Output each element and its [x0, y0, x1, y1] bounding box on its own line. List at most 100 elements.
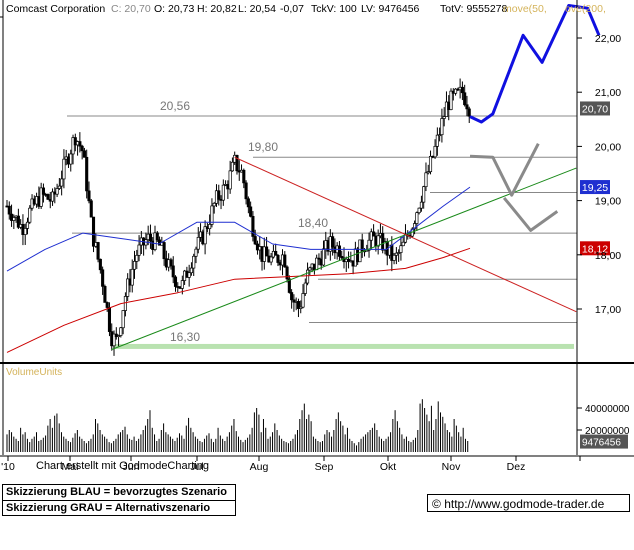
candle-body	[376, 235, 380, 247]
candle-body	[169, 259, 173, 267]
candle-body	[171, 265, 175, 278]
support-resistance-levels: 20,56 19,80 18,40 16,30	[67, 99, 577, 349]
legend-gray-scenario: Skizzierung GRAU = Alternativszenario	[3, 500, 235, 516]
header-low: L: 20,54	[238, 3, 276, 15]
level-label: 19,80	[248, 140, 278, 154]
y-tick-label: 18,00	[595, 250, 621, 262]
header-close: C: 20,70	[111, 3, 151, 15]
candle-body	[71, 137, 75, 155]
candle-body	[23, 228, 27, 235]
x-tick-label: Sep	[315, 461, 334, 473]
candle-body	[12, 217, 16, 221]
candle-body	[80, 145, 84, 152]
candle-body	[117, 335, 121, 338]
candle-body	[57, 185, 61, 189]
level-label: 20,56	[160, 99, 190, 113]
ma200-line	[6, 247, 471, 353]
candle-body	[438, 134, 442, 137]
y-tick-label: 22,00	[595, 33, 621, 45]
candle-body	[465, 104, 469, 110]
candle-body	[306, 269, 310, 284]
y-tick-label: 19,00	[595, 196, 621, 208]
candle-body	[82, 150, 86, 158]
candle-body	[91, 216, 96, 247]
y-tick-label: 21,00	[595, 87, 621, 99]
candle-body	[126, 278, 130, 297]
candle-body	[440, 118, 444, 136]
volume-last-bg	[580, 434, 628, 449]
candle-body	[296, 301, 301, 309]
candle-body	[119, 327, 123, 336]
candle-body	[340, 256, 344, 259]
candle-body	[303, 282, 307, 294]
candle-body	[287, 278, 291, 293]
candle-body	[221, 184, 225, 201]
candle-body	[372, 231, 376, 237]
candle-body	[442, 116, 446, 119]
candle-body	[449, 90, 453, 110]
last-price-label: 20,70	[582, 103, 608, 115]
candle-body	[89, 200, 93, 218]
candle-body	[155, 232, 159, 241]
price-axis-ticks: 17,00 18,00 19,00 20,00 21,00 22,00	[577, 33, 621, 316]
candle-body	[187, 272, 191, 278]
ma200-price-label-bg	[580, 241, 610, 256]
candle-body	[317, 257, 321, 260]
candle-body	[276, 254, 280, 263]
candle-body	[460, 86, 464, 94]
candle-body	[103, 286, 107, 303]
candle-body	[290, 292, 294, 301]
candle-body	[285, 266, 289, 280]
candle-body	[189, 267, 193, 274]
candle-body	[98, 258, 102, 271]
header-high: H: 20,82	[197, 3, 237, 15]
volume-panel-title: VolumeUnits	[6, 367, 62, 378]
ma50-line	[6, 186, 471, 272]
candle-body	[228, 170, 232, 190]
source-url-text: http://www.godmode-trader.de	[444, 497, 605, 511]
ma50-price-label-bg	[580, 180, 610, 195]
copyright-symbol: ©	[432, 497, 441, 511]
volume-tick-label: 20000000	[585, 426, 630, 437]
candle-body	[210, 205, 214, 225]
candle-body	[7, 205, 11, 215]
scenario-gray-path	[469, 143, 540, 197]
candle-body	[194, 248, 198, 257]
candle-body	[135, 254, 139, 262]
chart-credit: Chart erstellt mit GodmodeCharting	[36, 460, 210, 472]
source-url[interactable]: © http://www.godmode-trader.de	[427, 494, 630, 512]
candle-body	[55, 188, 59, 195]
candle-body	[85, 156, 89, 192]
candle-body	[212, 202, 216, 207]
candle-body	[463, 92, 467, 106]
candle-body	[50, 191, 55, 202]
candle-body	[347, 258, 351, 262]
candle-body	[308, 267, 312, 271]
x-tick-label: Okt	[380, 461, 396, 473]
candle-body	[153, 232, 157, 250]
x-tick-label: Mai	[62, 461, 79, 473]
candle-body	[424, 172, 428, 188]
candle-body	[62, 158, 66, 180]
candle-body	[112, 333, 116, 347]
candle-body	[321, 248, 326, 266]
candle-body	[130, 268, 134, 286]
candle-body	[426, 171, 430, 174]
candle-body	[392, 254, 396, 261]
candle-body	[274, 250, 278, 256]
trendline-support	[111, 167, 577, 351]
candle-body	[105, 302, 109, 308]
candle-body	[101, 269, 105, 287]
candle-body	[244, 182, 248, 200]
legend-blue-scenario: Skizzierung BLAU = bevorzugtes Szenario	[6, 486, 227, 498]
candle-body	[394, 252, 398, 256]
candle-body	[46, 194, 50, 200]
candle-body	[39, 187, 43, 207]
ma50-price-label: 19,25	[582, 182, 608, 194]
x-tick-label: Jun	[123, 461, 140, 473]
candle-body	[397, 252, 401, 254]
scenario-blue-path	[469, 4, 601, 124]
candle-body	[454, 88, 458, 94]
header-tick-volume: TckV: 100	[311, 3, 357, 15]
candle-body	[428, 155, 433, 173]
